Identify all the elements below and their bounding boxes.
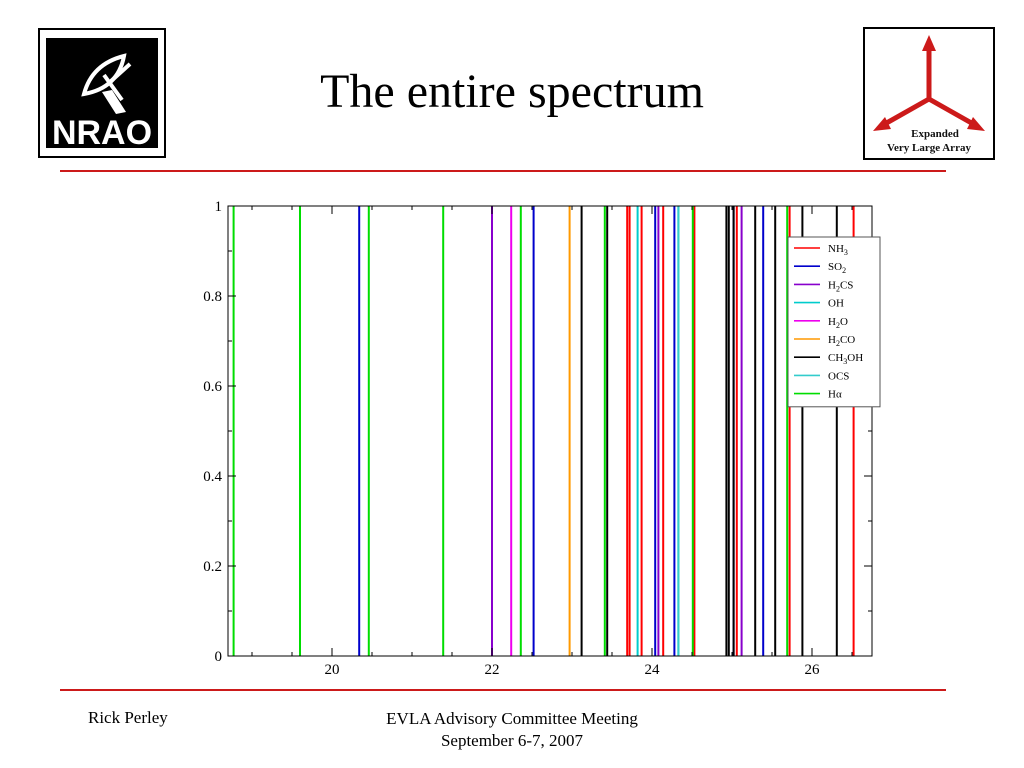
- spectrum-chart-svg: 20 22 24 26 0 0.2 0.4 0.6 0.8 1 NH3 SO2 H2CS OH H2O H2…: [203, 199, 881, 678]
- footer-rule: [60, 689, 946, 691]
- y-tick-label: 0.2: [203, 559, 222, 575]
- legend-label: H2O: [828, 316, 848, 330]
- legend-label: NH3: [828, 243, 848, 257]
- y-tick-label: 0: [215, 649, 223, 665]
- footer-event: EVLA Advisory Committee Meeting Septembe…: [312, 708, 712, 752]
- legend-label: CH3OH: [828, 352, 863, 366]
- nrao-logo: NRAO: [38, 28, 166, 158]
- y-tick-label: 0.6: [203, 379, 222, 395]
- evla-logo-line2: Very Large Array: [887, 142, 971, 154]
- footer-event-date: September 6-7, 2007: [440, 731, 584, 750]
- x-tick-label: 24: [645, 662, 661, 676]
- legend-label: H2CS: [828, 279, 853, 293]
- y-tick-label: 0.4: [203, 469, 222, 485]
- evla-logo-line1: Expanded: [911, 128, 959, 140]
- header-rule: [60, 170, 946, 172]
- legend-label: OCS: [828, 370, 849, 382]
- nrao-dish-icon: NRAO: [46, 38, 158, 152]
- legend-box: [787, 236, 881, 408]
- nrao-logo-text: NRAO: [52, 114, 152, 152]
- x-tick-label: 22: [485, 662, 500, 676]
- y-tick-label: 1: [215, 199, 223, 215]
- footer-event-name: EVLA Advisory Committee Meeting: [386, 709, 638, 728]
- spectral-lines-group: [232, 206, 855, 656]
- evla-logo: Expanded Very Large Array: [863, 27, 995, 160]
- evla-red-arrows-icon: Expanded Very Large Array: [873, 35, 985, 154]
- x-tick-label: 26: [805, 662, 821, 676]
- legend: NH3 SO2 H2CS OH H2O H2CO CH3OH OCS Hα: [787, 236, 881, 408]
- footer-author: Rick Perley: [88, 708, 168, 727]
- legend-label: SO2: [828, 261, 846, 275]
- legend-label: Hα: [828, 389, 842, 401]
- slide-title: The entire spectrum: [320, 65, 704, 118]
- legend-label: OH: [828, 298, 844, 310]
- axes-group: 20 22 24 26 0 0.2 0.4 0.6 0.8 1: [203, 199, 873, 678]
- legend-label: H2CO: [828, 334, 855, 348]
- spectrum-chart: 20 22 24 26 0 0.2 0.4 0.6 0.8 1 NH3 SO2 H2CS OH H2O H2…: [190, 196, 890, 678]
- x-tick-label: 20: [325, 662, 340, 676]
- y-tick-label: 0.8: [203, 289, 222, 305]
